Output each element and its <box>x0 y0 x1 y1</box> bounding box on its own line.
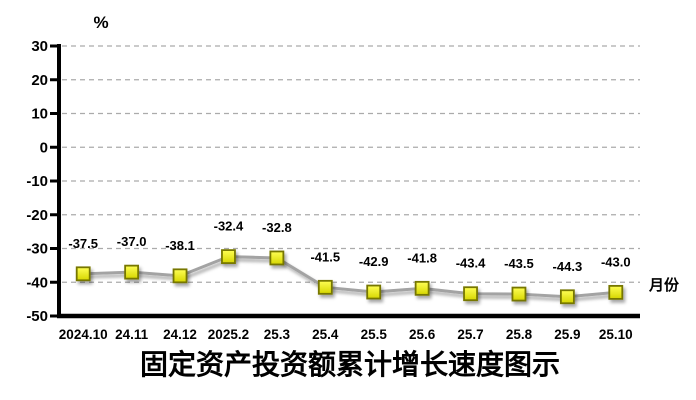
x-tick-label: 25.3 <box>264 327 291 342</box>
x-tick-label: 24.12 <box>163 327 197 342</box>
series-polyline <box>81 255 618 299</box>
data-label: -37.5 <box>68 236 98 251</box>
data-label: -32.4 <box>214 219 244 234</box>
y-tick-label: 10 <box>31 106 48 123</box>
y-tick-label: -10 <box>26 173 48 190</box>
data-point-marker <box>511 286 527 302</box>
data-label: -41.8 <box>407 250 437 265</box>
y-tick-label: 20 <box>31 72 48 89</box>
x-tick-label: 25.6 <box>409 327 436 342</box>
gridlines <box>62 45 640 283</box>
y-tick-label: 0 <box>40 139 48 156</box>
data-point-marker <box>221 249 236 265</box>
y-tick-label: -50 <box>26 308 48 325</box>
data-point-marker <box>608 284 624 300</box>
data-point-marker <box>414 280 430 296</box>
x-tick-label: 25.10 <box>599 327 633 342</box>
y-axis-unit-label: % <box>93 13 108 32</box>
x-tick-label: 25.5 <box>361 327 388 342</box>
x-tick-label: 25.4 <box>312 327 339 342</box>
x-tick-label: 24.11 <box>115 327 149 342</box>
chart-title: 固定资产投资额累计增长速度图示 <box>140 348 560 380</box>
axes <box>50 44 640 319</box>
data-point-marker <box>172 268 188 284</box>
data-label: -43.5 <box>504 256 534 271</box>
y-tick-label: -20 <box>26 207 48 224</box>
series-markers <box>75 249 624 305</box>
data-label: -43.0 <box>601 254 631 269</box>
data-point-marker <box>124 264 140 280</box>
data-point-marker <box>269 250 285 266</box>
y-tick-label: -40 <box>26 274 48 291</box>
data-point-marker <box>366 284 382 300</box>
data-label: -41.5 <box>310 249 340 264</box>
y-tick-label: -30 <box>26 241 48 258</box>
x-tick-label: 2024.10 <box>59 327 108 342</box>
x-tick-label: 2025.2 <box>208 327 249 342</box>
y-tick-label: 30 <box>31 38 48 55</box>
x-tick-label: 25.9 <box>554 327 580 342</box>
data-label: -37.0 <box>117 234 147 249</box>
data-point-marker <box>317 279 333 295</box>
data-label: -38.1 <box>165 238 195 253</box>
data-point-marker <box>559 289 575 305</box>
data-point-marker <box>75 266 91 282</box>
data-label: -43.4 <box>456 256 486 271</box>
data-label: -44.3 <box>553 259 583 274</box>
x-tick-label: 25.8 <box>506 327 533 342</box>
x-axis-unit-label: 月份 <box>648 276 680 294</box>
y-axis-tick-labels: 30 20 10 0 -10 -20 -30 -40 -50 <box>26 38 48 325</box>
data-label: -42.9 <box>359 254 389 269</box>
x-tick-label: 25.7 <box>457 327 483 342</box>
data-point-marker <box>463 286 478 302</box>
data-label: -32.8 <box>262 220 292 235</box>
series-line <box>81 255 618 299</box>
x-axis-tick-labels: 2024.10 24.11 24.12 2025.2 25.3 25.4 25.5 25.6 2… <box>59 327 633 342</box>
data-labels: -37.5 -37.0 -38.1 -32.4 -32.8 -41.5 -42.9 -41.8… <box>68 219 630 274</box>
